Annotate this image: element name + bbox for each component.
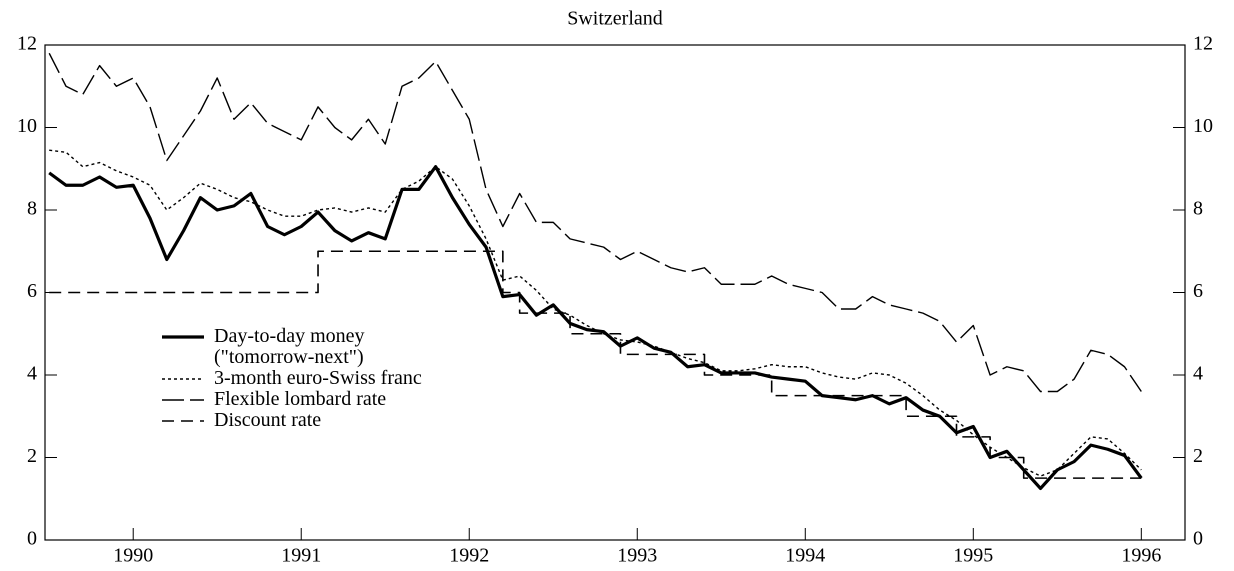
legend-item: Day-to-day money ("tomorrow-next") [160, 326, 422, 368]
legend-label: 3-month euro-Swiss franc [214, 367, 422, 389]
y2-tick-label: 8 [1193, 198, 1203, 220]
y-tick-label: 10 [17, 115, 37, 137]
y2-tick-label: 2 [1193, 445, 1203, 467]
y-tick-label: 6 [27, 280, 37, 302]
x-tick-label: 1992 [449, 545, 489, 567]
series-line [48, 165, 1143, 491]
legend-label: Discount rate [214, 409, 322, 431]
plot-frame [44, 44, 1186, 541]
y2-tick-label: 4 [1193, 363, 1203, 385]
x-tick-label: 1993 [617, 545, 657, 567]
legend-swatch [162, 335, 204, 339]
y2-tick-label: 10 [1193, 115, 1213, 137]
x-tick-label: 1990 [113, 545, 153, 567]
legend-item: Flexible lombard rate [160, 389, 422, 410]
x-tick-label: 1994 [785, 545, 825, 567]
y2-tick-label: 6 [1193, 280, 1203, 302]
y2-tick-label: 0 [1193, 528, 1203, 550]
legend-swatch [162, 399, 204, 401]
legend-swatch [162, 420, 204, 422]
series-line [49, 149, 1142, 477]
y-tick-label: 2 [27, 445, 37, 467]
legend-item: 3-month euro-Swiss franc [160, 368, 422, 389]
y-tick-label: 8 [27, 198, 37, 220]
legend-label: Flexible lombard rate [214, 388, 387, 410]
legend-label: Day-to-day money ("tomorrow-next") [214, 325, 365, 368]
y-tick-label: 0 [27, 528, 37, 550]
y-tick-label: 4 [27, 363, 37, 385]
chart-title: Switzerland [567, 8, 663, 30]
series-line [48, 52, 1142, 393]
legend-item: Discount rate [160, 410, 422, 431]
legend: Day-to-day money ("tomorrow-next") 3-mont… [160, 326, 422, 431]
x-tick-label: 1991 [281, 545, 321, 567]
x-tick-label: 1995 [953, 545, 993, 567]
x-tick-label: 1996 [1121, 545, 1161, 567]
series-line [49, 250, 1142, 479]
y-tick-label: 12 [17, 33, 37, 55]
legend-swatch [162, 378, 204, 380]
y2-tick-label: 12 [1193, 33, 1213, 55]
